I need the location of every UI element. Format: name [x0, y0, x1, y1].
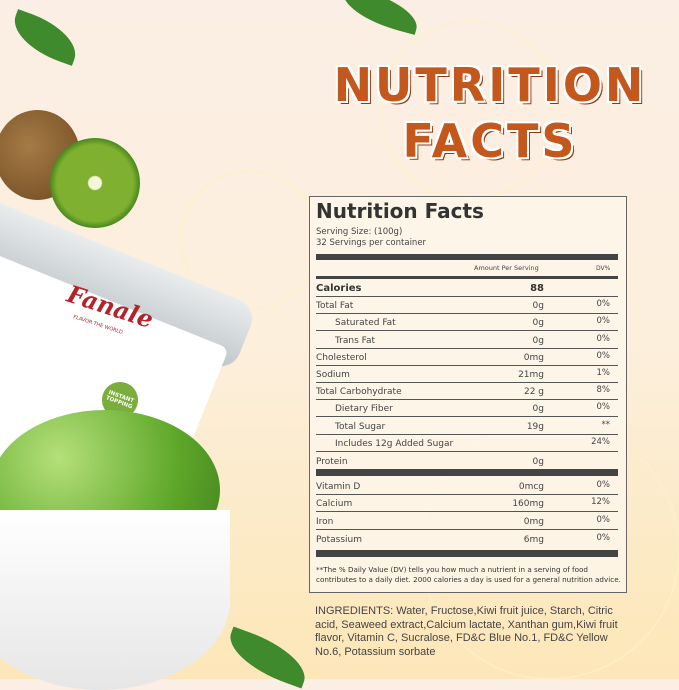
row-dv: 0% — [596, 316, 611, 327]
bowl — [0, 510, 230, 690]
servings-per-container: 32 Servings per container — [316, 238, 427, 248]
row-dv: 1% — [596, 367, 611, 378]
row-amount: 160mg — [512, 499, 544, 509]
thick-divider — [316, 550, 618, 557]
nutrient-row: Iron 0mg 0% — [316, 512, 618, 530]
row-name: Cholesterol — [316, 352, 367, 363]
row-amount: 21mg — [518, 369, 544, 380]
row-dv: 0% — [596, 402, 611, 413]
nutrient-row: Cholesterol 0mg 0% — [316, 349, 618, 366]
row-amount: 22 g — [523, 387, 544, 398]
row-amount: 0g — [532, 318, 544, 329]
row-dv: 0% — [596, 333, 611, 344]
row-name: Protein — [316, 456, 348, 467]
heading-line-2: FACTS — [402, 114, 578, 168]
row-dv: 0% — [596, 514, 611, 525]
nutrient-row: Total Sugar 19g ** — [316, 417, 618, 435]
row-name: Calcium — [316, 499, 353, 509]
thick-divider — [316, 469, 618, 476]
nutrient-row: Trans Fat 0g 0% — [316, 331, 618, 349]
col-amount-header: Amount Per Serving — [474, 264, 539, 272]
col-dv-header: DV% — [596, 265, 611, 272]
row-name: Sodium — [316, 369, 350, 380]
nutrient-row: Calcium 160mg 12% — [316, 495, 618, 512]
row-name: Total Sugar — [335, 421, 386, 432]
row-amount: 0g — [532, 456, 544, 467]
nutrient-row: Total Carbohydrate 22 g 8% — [316, 383, 618, 401]
row-amount: 0g — [532, 335, 544, 346]
row-name: Total Carbohydrate — [316, 387, 402, 398]
row-dv: 12% — [591, 497, 610, 507]
leaf-decoration — [6, 9, 84, 66]
row-dv: 0% — [596, 533, 611, 543]
row-amount: 0mg — [523, 352, 544, 363]
thick-divider — [316, 254, 618, 260]
calories-row: Calories 88 — [316, 279, 618, 297]
row-name: Potassium — [316, 535, 363, 545]
row-dv: ** — [601, 419, 611, 430]
label-title: Nutrition Facts — [316, 199, 484, 223]
row-name: Total Fat — [316, 301, 354, 312]
row-amount: 0mg — [523, 516, 544, 527]
row-name: Calories — [316, 283, 362, 294]
divider — [316, 276, 618, 279]
row-amount: 0mcg — [518, 481, 544, 492]
kiwi-half — [50, 138, 140, 228]
leaf-decoration — [337, 0, 423, 35]
row-amount: 0g — [532, 301, 544, 312]
nutrient-row: Includes 12g Added Sugar 24% — [316, 435, 618, 452]
nutrient-row: Protein 0g — [316, 452, 618, 469]
dv-footnote: **The % Daily Value (DV) tells you how m… — [316, 565, 621, 584]
row-name: Saturated Fat — [335, 318, 396, 329]
row-dv: 0% — [596, 299, 611, 310]
row-amount: 0g — [532, 404, 544, 415]
nutrition-label: Nutrition Facts Serving Size: (100g) 32 … — [309, 196, 627, 593]
nutrient-row: Dietary Fiber 0g 0% — [316, 400, 618, 418]
row-amount: 6mg — [523, 535, 544, 545]
nutrient-row: Sodium 21mg 1% — [316, 366, 618, 383]
row-dv: 8% — [596, 385, 611, 396]
nutrient-row: Potassium 6mg 0% — [316, 530, 618, 548]
row-dv: 0% — [596, 350, 611, 361]
row-name: Includes 12g Added Sugar — [335, 438, 454, 449]
row-amount: 19g — [526, 421, 544, 432]
row-dv: 0% — [596, 479, 611, 490]
nutrient-row: Total Fat 0g 0% — [316, 297, 618, 315]
nutrient-row: Vitamin D 0mcg 0% — [316, 477, 618, 495]
row-dv: 24% — [591, 436, 610, 447]
ingredients-text: INGREDIENTS: Water, Fructose,Kiwi fruit … — [315, 605, 618, 658]
row-amount: 88 — [530, 283, 544, 294]
serving-size: Serving Size: (100g) — [316, 227, 403, 237]
row-name: Vitamin D — [316, 481, 361, 492]
row-name: Dietary Fiber — [335, 404, 393, 415]
product-image: Fanale FLAVOR THE WORLD INSTANT TOPPING … — [0, 100, 280, 690]
nutrient-row: Saturated Fat 0g 0% — [316, 314, 618, 332]
row-name: Iron — [316, 516, 334, 527]
row-name: Trans Fat — [335, 335, 376, 346]
heading-line-1: NUTRITION — [333, 58, 647, 112]
